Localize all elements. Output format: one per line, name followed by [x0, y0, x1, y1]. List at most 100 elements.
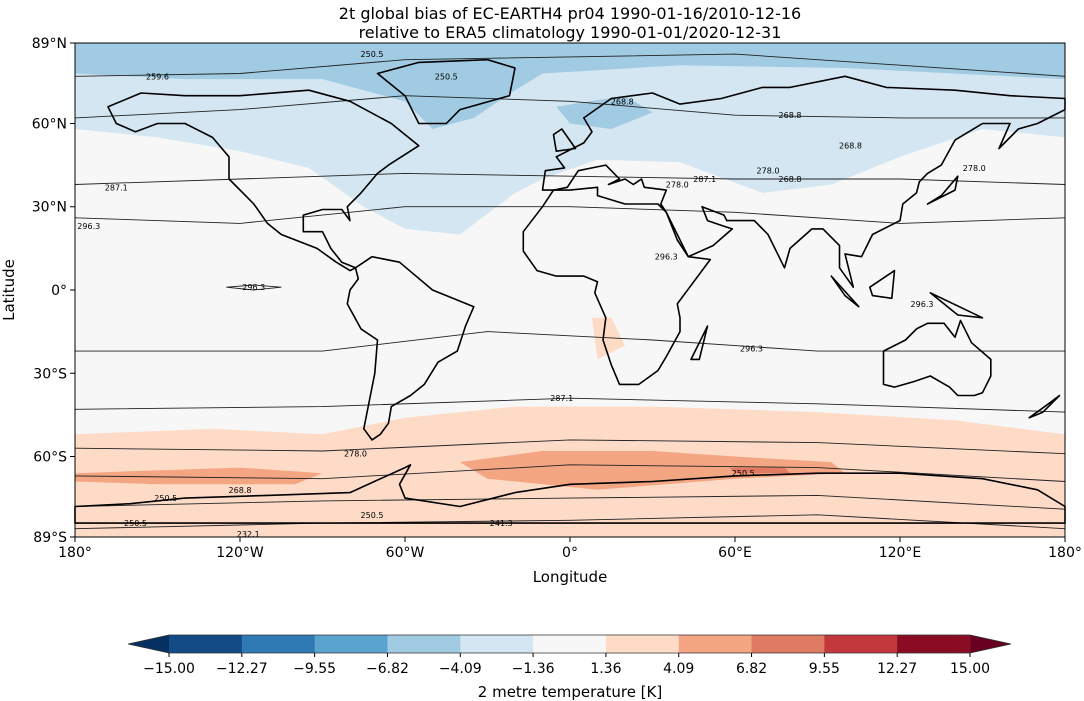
- bias-shading-region: [75, 43, 1065, 129]
- y-tick-label: 30°S: [33, 366, 67, 382]
- coastline: [882, 319, 992, 397]
- bias-shading-region: [556, 95, 653, 129]
- colorbar-bin: [533, 635, 607, 653]
- contour-label: 250.5: [124, 519, 147, 528]
- contour-label: 250.5: [732, 469, 755, 478]
- coastline: [830, 275, 860, 308]
- y-tick-label: 89°S: [33, 530, 67, 546]
- contour-label: 296.3: [655, 253, 678, 262]
- x-tick-label: 120°W: [216, 545, 264, 561]
- coastline: [1028, 394, 1061, 419]
- x-tick-label: 120°E: [879, 545, 922, 561]
- colorbar-tick-label: 1.36: [590, 661, 621, 677]
- map-plot: 259.6 250.5 250.5 268.8 268.8 268.8 268.8 287.1…: [74, 42, 1066, 539]
- contour-label: 268.8: [779, 175, 802, 184]
- colorbar-tick-label: −9.55: [293, 661, 336, 677]
- contour-label: 250.5: [361, 50, 384, 59]
- coastline: [522, 186, 712, 386]
- coastline: [74, 463, 1066, 524]
- contour-label: 287.1: [693, 175, 716, 184]
- colorbar-tick-label: −4.09: [439, 661, 482, 677]
- contour-label: 287.1: [105, 183, 128, 192]
- y-tick-label: 0°: [51, 283, 67, 299]
- bias-shading-region: [592, 317, 625, 360]
- contour-line: [74, 172, 1066, 185]
- coastline: [346, 255, 475, 441]
- contour-line: [74, 464, 1066, 482]
- colorbar-bin: [824, 635, 898, 653]
- colorbar-label: 2 metre temperature [K]: [478, 683, 662, 701]
- contour-label: 259.6: [146, 72, 169, 81]
- colorbar-bin: [387, 635, 461, 653]
- coastline: [107, 89, 420, 272]
- contour-label: 268.8: [779, 111, 802, 120]
- contour-line: [74, 206, 1066, 224]
- colorbar: −15.00 −12.27 −9.55 −6.82 −4.09 −1.36 1.36 4.09…: [127, 634, 1012, 677]
- contour-label: 296.3: [740, 344, 763, 353]
- colorbar-bin: [169, 635, 243, 653]
- map-axes: 180° 120°W 60°W 0° 60°E 120°E 180° 89°N 60°N 30°N…: [32, 36, 1082, 561]
- coastline: [926, 175, 959, 205]
- x-tick-label: 60°W: [386, 545, 425, 561]
- x-axis-label: Longitude: [533, 568, 608, 586]
- contour-label: 268.8: [229, 486, 252, 495]
- bias-shading-region: [75, 43, 1065, 235]
- y-axis-label: Latitude: [0, 259, 18, 321]
- colorbar-tick-label: −12.27: [216, 661, 268, 677]
- contour-label: 232.1: [237, 530, 260, 539]
- contour-label: 287.1: [550, 394, 573, 403]
- x-tick-label: 0°: [562, 545, 578, 561]
- contour-label: 278.0: [666, 181, 689, 190]
- coastline: [690, 325, 709, 361]
- contour-label: 278.0: [757, 167, 780, 176]
- contour-label: 268.8: [611, 97, 634, 106]
- colorbar-bin: [897, 635, 971, 653]
- colorbar-tick-label: −15.00: [143, 661, 195, 677]
- colorbar-bin: [314, 635, 388, 653]
- contour-label: 241.3: [490, 519, 513, 528]
- contour-line: [74, 514, 1066, 530]
- colorbar-tick-label: 15.00: [950, 661, 990, 677]
- contour-label: 250.5: [435, 72, 458, 81]
- y-tick-label: 89°N: [32, 36, 67, 52]
- contour-line: [74, 53, 1066, 77]
- y-tick-label: 30°N: [32, 200, 67, 216]
- contour-line: [74, 494, 1066, 510]
- y-tick-label: 60°S: [33, 450, 67, 466]
- coastline: [552, 128, 577, 152]
- x-tick-label: 180°: [58, 545, 92, 561]
- contour-label: 278.0: [344, 450, 367, 459]
- contour-label: 268.8: [839, 142, 862, 151]
- colorbar-tick-label: 12.27: [877, 661, 917, 677]
- bias-shading-region: [460, 451, 845, 490]
- contour-line: [74, 439, 1066, 455]
- contour-label: 296.3: [242, 283, 265, 292]
- y-tick-label: 60°N: [32, 116, 67, 132]
- contour-line: [74, 397, 1066, 413]
- contour-label: 250.5: [361, 511, 384, 520]
- colorbar-bin: [751, 635, 825, 653]
- colorbar-tick-label: −1.36: [512, 661, 555, 677]
- contour-line: [74, 95, 1065, 119]
- colorbar-bin: [241, 635, 316, 653]
- contour-line: [226, 284, 282, 291]
- bias-shading-region: [729, 467, 790, 474]
- title-line-1: 2t global bias of EC-EARTH4 pr04 1990-01…: [339, 4, 801, 23]
- contour-label: 296.3: [911, 300, 934, 309]
- contour-label: 278.0: [963, 164, 986, 173]
- x-tick-label: 180°: [1048, 545, 1082, 561]
- colorbar-tick-label: 9.55: [809, 661, 840, 677]
- colorbar-tick-label: −6.82: [366, 661, 409, 677]
- coastline: [541, 75, 1066, 289]
- x-tick-label: 60°E: [718, 545, 752, 561]
- coastline: [868, 269, 896, 300]
- colorbar-extend-high: [970, 635, 1011, 653]
- coastline: [376, 58, 516, 125]
- colorbar-tick-label: 6.82: [736, 661, 767, 677]
- colorbar-bin: [678, 635, 753, 653]
- coastline: [929, 291, 984, 319]
- bias-shading-region: [75, 467, 323, 485]
- colorbar-bin: [460, 635, 534, 653]
- contour-label: 296.3: [77, 222, 100, 231]
